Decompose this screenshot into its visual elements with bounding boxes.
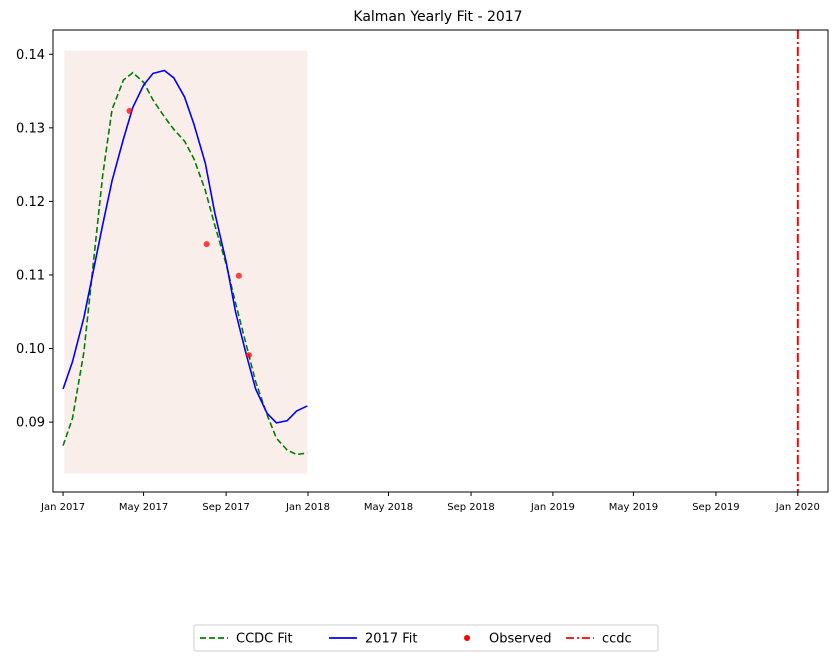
x-tick-label: May 2017 bbox=[119, 502, 168, 513]
y-tick-label: 0.10 bbox=[16, 342, 45, 357]
legend-label-ccdc: ccdc bbox=[602, 632, 632, 647]
x-tick-label: May 2019 bbox=[609, 502, 658, 513]
x-tick-label: Jan 2018 bbox=[285, 502, 330, 513]
legend-label-observed: Observed bbox=[489, 632, 552, 647]
x-tick-label: Sep 2017 bbox=[202, 502, 249, 513]
y-tick-label: 0.09 bbox=[16, 416, 45, 431]
plot-area bbox=[62, 30, 799, 492]
y-tick-label: 0.14 bbox=[16, 48, 45, 63]
ccdc-fit-line bbox=[62, 71, 308, 456]
observed-point bbox=[126, 107, 133, 114]
x-tick-label: Jan 2017 bbox=[40, 502, 85, 513]
x-tick-label: Jan 2020 bbox=[775, 502, 820, 513]
fit-window-region bbox=[64, 50, 308, 474]
y-axis: 0.09 0.10 0.11 0.12 0.13 0.14 bbox=[16, 48, 53, 431]
y-tick-label: 0.12 bbox=[16, 195, 45, 210]
legend-box bbox=[193, 624, 659, 652]
legend-label-2017-fit: 2017 Fit bbox=[365, 632, 417, 647]
legend-label-ccdc-fit: CCDC Fit bbox=[236, 632, 293, 647]
x-tick-label: Sep 2018 bbox=[447, 502, 494, 513]
x-tick-label: May 2018 bbox=[364, 502, 413, 513]
x-tick-label: Jan 2019 bbox=[530, 502, 575, 513]
plot-frame bbox=[52, 29, 829, 493]
y-tick-label: 0.11 bbox=[16, 268, 45, 283]
observed-point bbox=[203, 241, 210, 248]
observed-point bbox=[235, 272, 242, 279]
2017-fit-line bbox=[62, 69, 308, 424]
legend-marker-observed bbox=[464, 635, 470, 641]
y-tick-label: 0.13 bbox=[16, 121, 45, 136]
x-axis: Jan 2017 May 2017 Sep 2017 Jan 2018 May 2018… bbox=[40, 492, 820, 513]
observed-point bbox=[245, 352, 252, 359]
x-tick-label: Sep 2019 bbox=[692, 502, 739, 513]
chart-title: Kalman Yearly Fit - 2017 bbox=[353, 9, 522, 25]
legend: CCDC Fit 2017 Fit Observed ccdc bbox=[193, 624, 659, 652]
